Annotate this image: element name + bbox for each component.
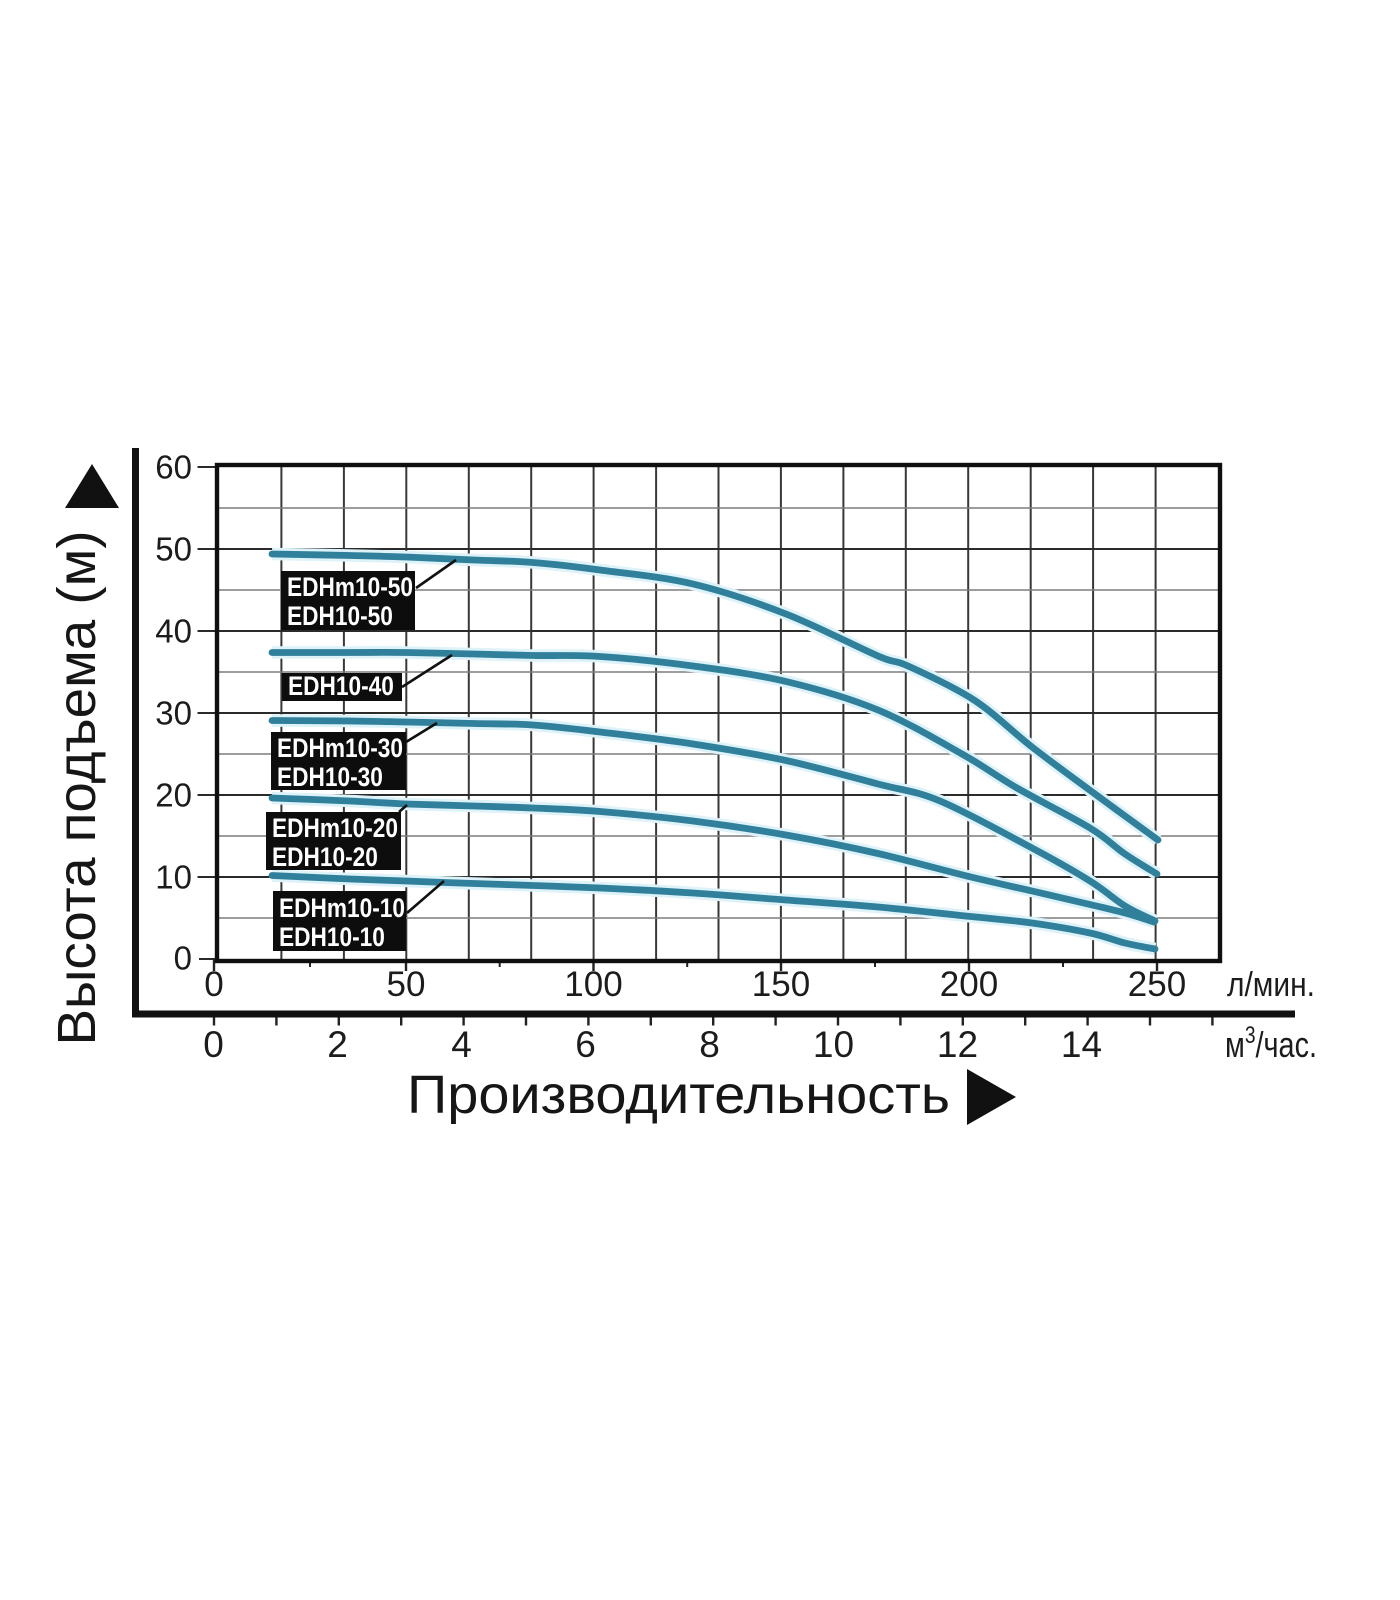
svg-text:250: 250 <box>1128 965 1186 1004</box>
svg-text:14: 14 <box>1061 1024 1102 1065</box>
svg-text:EDH10-30: EDH10-30 <box>277 762 383 792</box>
svg-text:EDH10-20: EDH10-20 <box>272 842 378 872</box>
svg-text:Высота подъема (м): Высота подъема (м) <box>47 531 107 1046</box>
svg-text:EDHm10-30: EDHm10-30 <box>277 733 403 763</box>
svg-text:4: 4 <box>451 1024 472 1065</box>
svg-text:0: 0 <box>203 1024 224 1065</box>
svg-text:30: 30 <box>155 695 192 732</box>
svg-text:EDH10-10: EDH10-10 <box>279 922 385 952</box>
svg-text:200: 200 <box>940 965 998 1004</box>
svg-text:EDH10-40: EDH10-40 <box>288 671 394 701</box>
svg-text:50: 50 <box>155 531 192 568</box>
svg-text:Производительность: Производительность <box>407 1065 950 1125</box>
svg-text:10: 10 <box>813 1024 854 1065</box>
svg-text:EDH10-50: EDH10-50 <box>287 601 393 631</box>
svg-text:0: 0 <box>204 965 223 1004</box>
svg-text:м3/час.: м3/час. <box>1225 1022 1317 1065</box>
svg-text:150: 150 <box>752 965 810 1004</box>
svg-text:12: 12 <box>937 1024 978 1065</box>
svg-text:40: 40 <box>155 613 192 650</box>
svg-text:6: 6 <box>575 1024 596 1065</box>
svg-text:50: 50 <box>387 965 426 1004</box>
svg-text:60: 60 <box>155 449 192 486</box>
svg-text:EDHm10-50: EDHm10-50 <box>287 572 413 602</box>
svg-text:100: 100 <box>564 965 622 1004</box>
svg-text:л/мин.: л/мин. <box>1227 966 1315 1004</box>
svg-text:0: 0 <box>174 940 192 977</box>
svg-text:EDHm10-20: EDHm10-20 <box>272 813 398 843</box>
svg-text:20: 20 <box>155 777 192 814</box>
svg-text:8: 8 <box>699 1024 720 1065</box>
svg-text:2: 2 <box>327 1024 348 1065</box>
svg-text:EDHm10-10: EDHm10-10 <box>279 893 405 923</box>
svg-text:10: 10 <box>155 859 192 896</box>
